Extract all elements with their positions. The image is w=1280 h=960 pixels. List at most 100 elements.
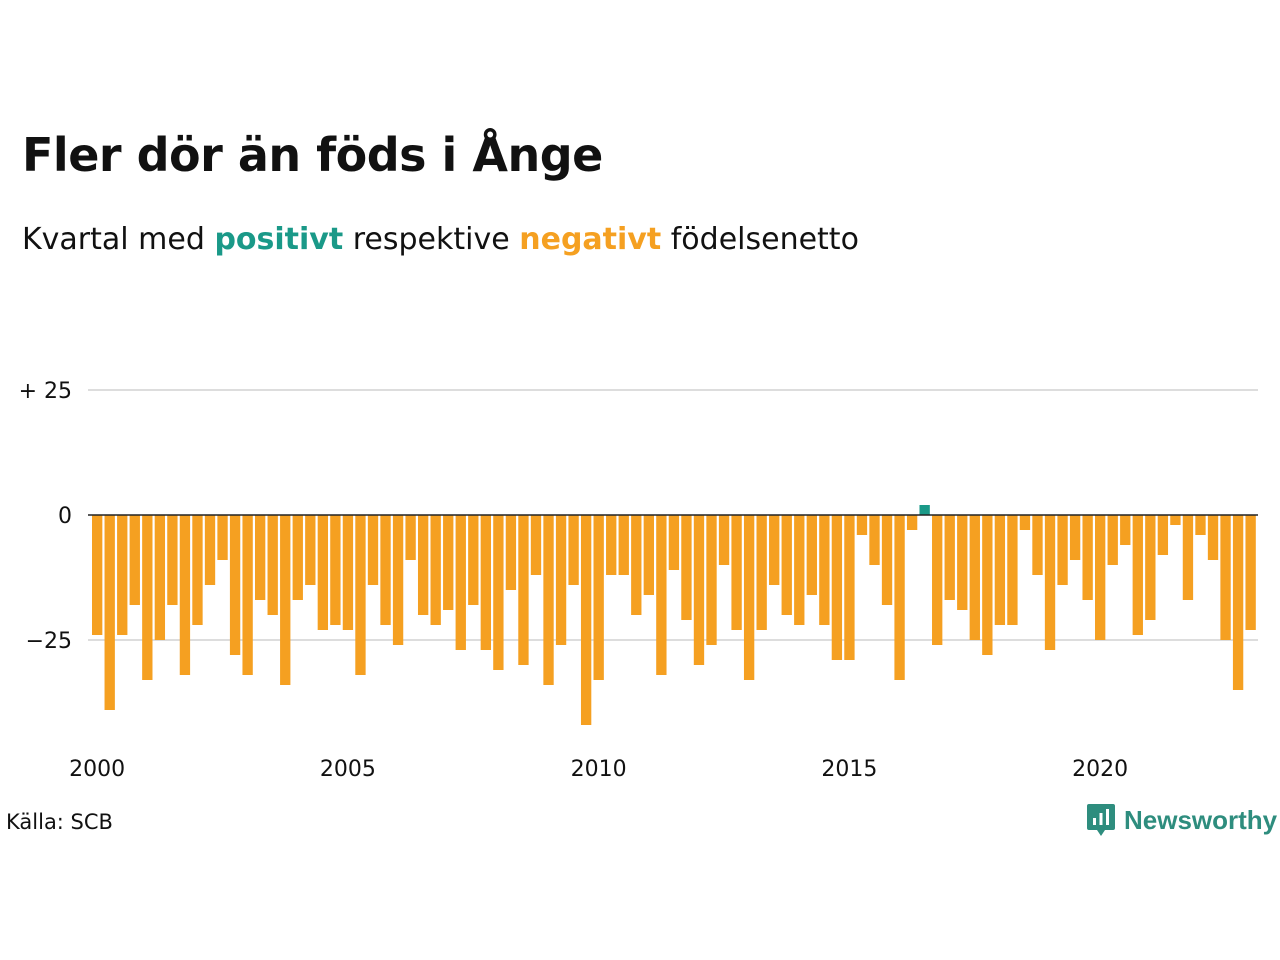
bar-negative [982,515,993,655]
bar-negative [1145,515,1156,620]
bar-negative [292,515,303,600]
bar-negative [806,515,817,595]
chart-title: Fler dör än föds i Ånge [22,128,603,182]
bar-negative [543,515,554,685]
bar-negative [267,515,278,615]
bar-negative [443,515,454,610]
newsworthy-logo: Newsworthy [1086,802,1277,838]
subtitle-pre: Kvartal med [22,222,205,257]
bar-negative [580,515,592,725]
bar-negative [217,515,228,560]
bar-negative [192,515,203,625]
bar-negative [1245,515,1256,630]
bar-negative [92,515,103,635]
bar-negative [668,515,680,570]
bar-negative [104,515,115,710]
bars [92,505,1256,725]
bar-negative [242,515,253,675]
bar-negative [455,515,466,650]
legend-negative: negativt [519,222,662,257]
bar-negative [906,515,918,530]
bar-negative [367,515,379,585]
bar-negative [505,515,517,590]
bar-negative [204,515,216,585]
x-tick-label: 2010 [571,757,627,782]
bar-negative [1095,515,1106,640]
bar-negative [1007,515,1018,625]
bar-negative [1157,515,1169,555]
bar-negative [881,515,893,605]
bar-negative [631,515,642,615]
bar-negative [1232,515,1244,690]
y-tick-label: 0 [58,504,72,529]
x-tick-label: 2005 [320,757,376,782]
bar-negative [380,515,391,625]
subtitle-post: födelsenetto [670,222,859,257]
bar-negative [957,515,968,610]
bar-negative [555,515,567,645]
bar-negative [1132,515,1143,635]
bar-negative [317,515,329,630]
bar-negative [229,515,241,655]
bar-negative [405,515,416,560]
bar-negative [869,515,880,565]
bar-negative [894,515,905,680]
bar-negative [342,515,354,630]
bar-negative [568,515,579,585]
bar-negative [142,515,153,680]
bar-negative [593,515,604,680]
bar-negative [681,515,692,620]
bar-negative [932,515,943,645]
bar-negative [129,515,140,605]
bar-negative [794,515,805,625]
axis-layer: + 25 0 −25 2000 2005 2010 2015 2020 [19,379,1258,782]
legend-positive: positivt [214,222,344,257]
bar-negative [756,515,767,630]
bar-negative [994,515,1006,625]
bar-negative [743,515,755,680]
bar-negative [1170,515,1181,525]
y-tick-label: + 25 [19,379,72,404]
bar-negative [819,515,830,625]
bar-negative [430,515,441,625]
chart-subtitle: Kvartal med positivt respektive negativt… [22,222,859,257]
bar-negative [718,515,730,565]
source-note: Källa: SCB [6,810,113,834]
bar-negative [769,515,780,585]
x-tick-label: 2020 [1072,757,1128,782]
bar-negative [618,515,629,575]
bar-negative [656,515,667,675]
x-tick-label: 2015 [821,757,877,782]
bar-negative [254,515,266,600]
bar-negative [468,515,479,605]
bar-negative [1220,515,1231,640]
bar-positive [919,505,930,515]
bar-negative [493,515,504,670]
bar-negative [831,515,843,660]
bar-negative [1069,515,1081,560]
bar-negative [530,515,542,575]
bar-negative [355,515,366,675]
bar-negative [1032,515,1043,575]
newsworthy-logo-icon [1087,804,1115,836]
bar-negative [706,515,717,645]
bar-negative [693,515,705,665]
bar-negative [1195,515,1206,535]
bar-negative [643,515,654,595]
bar-negative [1120,515,1131,545]
bar-chart: + 25 0 −25 2000 2005 2010 2015 2020 [19,379,1258,782]
bar-negative [1107,515,1118,565]
bar-negative [731,515,742,630]
bar-negative [417,515,429,615]
bar-negative [969,515,980,640]
subtitle-mid: respektive [352,222,510,257]
bar-negative [1044,515,1056,650]
bar-negative [179,515,191,675]
bar-negative [330,515,341,625]
bar-negative [518,515,529,665]
bar-negative [167,515,178,605]
bar-negative [392,515,404,645]
bar-negative [1182,515,1194,600]
bar-negative [856,515,868,535]
bar-negative [1207,515,1219,560]
